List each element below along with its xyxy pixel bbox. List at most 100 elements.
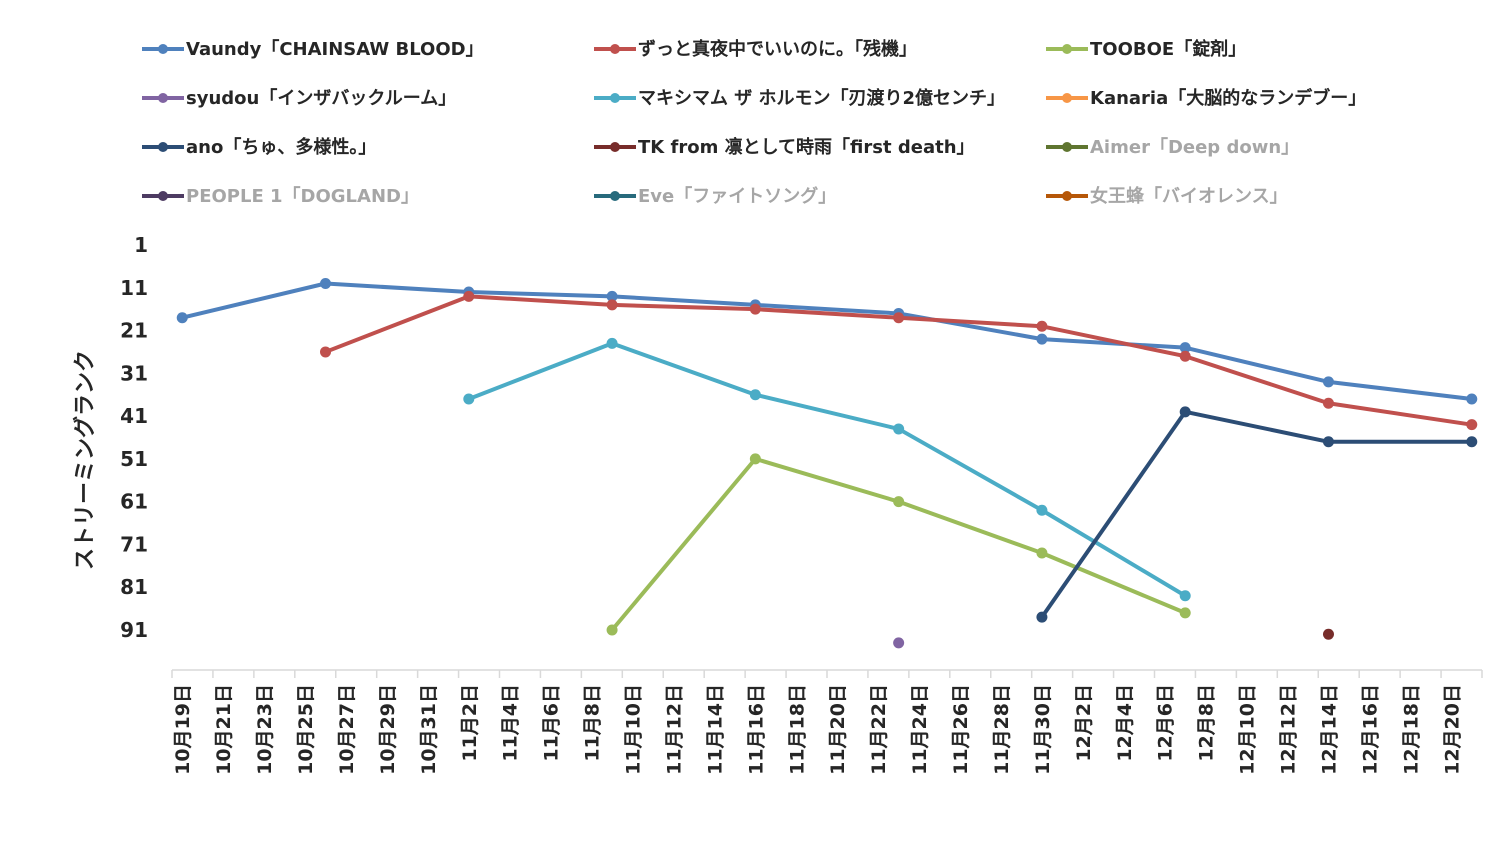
data-point[interactable] [893, 496, 905, 508]
data-point[interactable] [1036, 333, 1048, 345]
data-point[interactable] [320, 278, 332, 289]
legend-item[interactable]: マキシマム ザ ホルモン「刃渡り2億センチ」 [594, 87, 1005, 109]
x-tick-label: 12月16日 [1359, 684, 1381, 775]
legend-swatch-marker [158, 142, 168, 152]
series-line [1040, 409, 1472, 619]
data-point[interactable] [1466, 419, 1478, 431]
x-tick-label: 10月31日 [418, 684, 440, 775]
data-point[interactable] [463, 393, 475, 405]
legend-label: 女王蜂「バイオレンス」 [1090, 185, 1288, 207]
legend-swatch-marker [158, 44, 168, 54]
data-point[interactable] [1036, 320, 1048, 332]
x-tick-label: 11月16日 [745, 684, 767, 775]
x-tick-label: 11月4日 [500, 684, 522, 762]
data-point[interactable] [749, 453, 761, 465]
series-line [181, 281, 1473, 401]
x-tick-label: 11月2日 [459, 684, 481, 762]
legend-swatch-marker [610, 44, 620, 54]
x-tick-label: 10月29日 [377, 684, 399, 775]
legend-item[interactable]: ano「ちゅ、多様性。」 [142, 136, 376, 158]
series [1322, 628, 1334, 640]
data-point[interactable] [1179, 350, 1191, 362]
x-tick-label: 10月21日 [213, 684, 235, 775]
data-point[interactable] [606, 290, 618, 302]
x-tick-label: 11月30日 [1032, 684, 1054, 775]
legend-label: Aimer「Deep down」 [1090, 136, 1299, 158]
y-tick-label: 61 [120, 490, 148, 514]
data-point[interactable] [1036, 547, 1048, 559]
legend-swatch-marker [158, 191, 168, 201]
data-point[interactable] [1036, 504, 1048, 516]
x-tick-label: 12月6日 [1155, 684, 1177, 762]
x-tick-label: 11月18日 [786, 684, 808, 775]
data-point[interactable] [606, 624, 618, 636]
x-tick-label: 11月10日 [623, 684, 645, 775]
legend-item[interactable]: Vaundy「CHAINSAW BLOOD」 [142, 38, 484, 60]
x-tick-label: 12月20日 [1441, 684, 1463, 775]
series [176, 278, 1478, 405]
data-point[interactable] [463, 290, 475, 302]
legend-label: Vaundy「CHAINSAW BLOOD」 [186, 38, 484, 60]
data-point[interactable] [1179, 607, 1191, 619]
legend-label: マキシマム ザ ホルモン「刃渡り2億センチ」 [638, 87, 1005, 109]
data-point[interactable] [606, 337, 618, 349]
data-point[interactable] [1322, 376, 1334, 388]
data-point[interactable] [1179, 406, 1191, 418]
legend-label: Eve「ファイトソング」 [638, 185, 836, 207]
legend-item[interactable]: TOOBOE「錠剤」 [1046, 38, 1246, 60]
series [606, 453, 1191, 636]
x-tick-label: 12月4日 [1114, 684, 1136, 762]
legend-label: Kanaria「大脳的なランデブー」 [1090, 87, 1366, 109]
legend-item[interactable]: ずっと真夜中でいいのに。「残機」 [594, 38, 917, 60]
data-point[interactable] [176, 312, 188, 324]
x-tick-label: 12月8日 [1196, 684, 1218, 762]
y-tick-label: 91 [120, 618, 148, 642]
data-point[interactable] [1036, 611, 1048, 623]
data-point[interactable] [893, 637, 905, 649]
y-tick-label: 31 [120, 361, 148, 385]
data-point[interactable] [893, 423, 905, 435]
x-tick-label: 11月14日 [704, 684, 726, 775]
legend-item[interactable]: Kanaria「大脳的なランデブー」 [1046, 87, 1366, 109]
series [1036, 406, 1478, 623]
legend-item[interactable]: PEOPLE 1「DOGLAND」 [142, 185, 419, 207]
x-tick-label: 10月27日 [336, 684, 358, 775]
legend-swatch-marker [610, 93, 620, 103]
data-point[interactable] [893, 312, 905, 324]
axes: 10月19日 10月21日 10月23日 10月25日 10月27日 10月29日 10月3… [120, 233, 1483, 775]
series [320, 290, 1478, 431]
data-point[interactable] [1466, 393, 1478, 405]
legend-swatch-marker [1062, 44, 1072, 54]
x-tick-label: 12月18日 [1400, 684, 1422, 775]
data-point[interactable] [1179, 590, 1191, 602]
legend-swatch-marker [610, 191, 620, 201]
data-point[interactable] [1179, 342, 1191, 354]
data-point[interactable] [1466, 436, 1478, 448]
x-tick-label: 12月2日 [1073, 684, 1095, 762]
legend-label: PEOPLE 1「DOGLAND」 [186, 185, 419, 207]
legend-swatch-marker [1062, 142, 1072, 152]
legend-item[interactable]: Aimer「Deep down」 [1046, 136, 1299, 158]
data-point[interactable] [1322, 628, 1334, 640]
x-tick-label: 12月10日 [1237, 684, 1259, 775]
y-tick-label: 21 [120, 319, 148, 343]
data-point[interactable] [320, 346, 332, 358]
legend-item[interactable]: TK from 凛として時雨「first death」 [594, 136, 975, 158]
x-tick-label: 11月24日 [909, 684, 931, 775]
data-point[interactable] [606, 299, 618, 311]
data-point[interactable] [1322, 397, 1334, 409]
legend-item[interactable]: Eve「ファイトソング」 [594, 185, 836, 207]
x-tick-label: 11月20日 [827, 684, 849, 775]
x-tick-label: 11月6日 [541, 684, 563, 762]
legend-item[interactable]: syudou「インザバックルーム」 [142, 87, 456, 109]
series-line [468, 341, 1187, 598]
legend-label: ずっと真夜中でいいのに。「残機」 [638, 38, 917, 60]
data-point[interactable] [749, 389, 761, 401]
y-tick-label: 81 [120, 575, 148, 599]
legend-item[interactable]: 女王蜂「バイオレンス」 [1046, 185, 1288, 207]
legend-label: syudou「インザバックルーム」 [186, 87, 456, 109]
data-point[interactable] [1322, 436, 1334, 448]
legend-label: TK from 凛として時雨「first death」 [638, 136, 975, 158]
data-point[interactable] [749, 303, 761, 315]
